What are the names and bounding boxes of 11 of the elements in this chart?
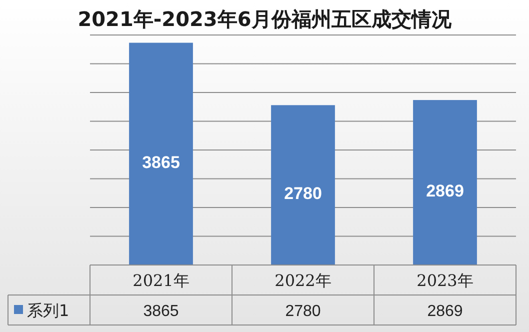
x-tick-label: 2022年 — [274, 271, 332, 290]
x-tick-label: 2023年 — [416, 271, 474, 290]
chart-title: 2021年-2023年6月份福州五区成交情况 — [78, 7, 452, 31]
x-tick-label: 2021年 — [132, 271, 190, 290]
data-label: 3865 — [143, 303, 179, 320]
data-label: 2869 — [427, 303, 463, 320]
annotation: 3865 — [142, 152, 180, 172]
legend-label: 系列1 — [27, 301, 70, 320]
annotation: 2869 — [426, 182, 464, 201]
data-label: 2780 — [285, 303, 321, 320]
annotation: 2780 — [284, 184, 322, 204]
